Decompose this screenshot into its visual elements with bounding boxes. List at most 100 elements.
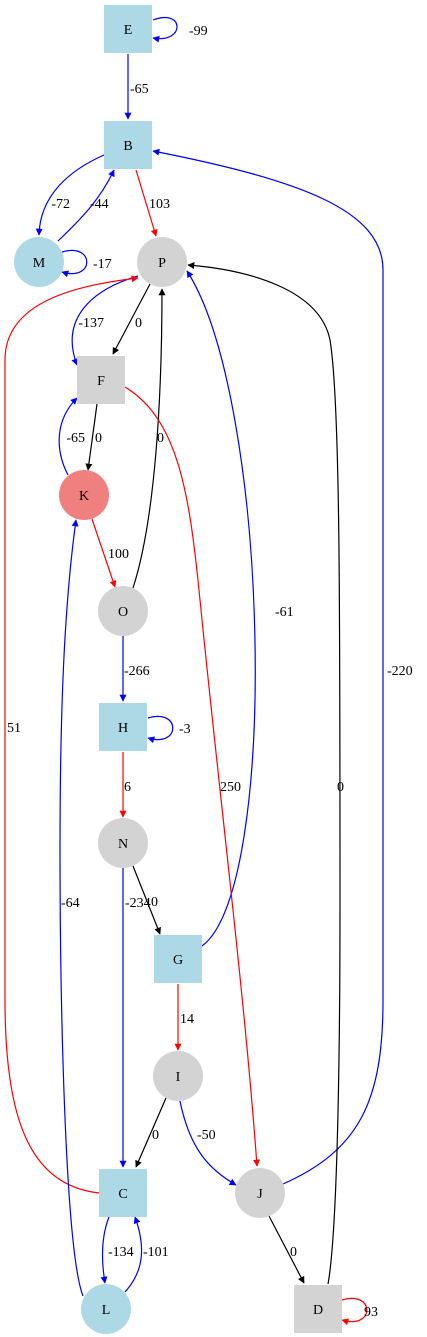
edge-weight-label: 0 xyxy=(95,431,102,446)
node-F: F xyxy=(77,356,125,404)
node-label: N xyxy=(118,837,128,852)
edge-weight-label: -50 xyxy=(197,1128,216,1143)
node-label: F xyxy=(97,374,105,389)
edge-weight-label: -137 xyxy=(78,316,104,331)
node-label: C xyxy=(118,1187,127,1202)
node-K: K xyxy=(59,470,109,520)
edge-weight-label: -17 xyxy=(93,257,112,272)
node-label: P xyxy=(158,256,166,271)
node-label: K xyxy=(79,489,89,504)
node-shape-J xyxy=(235,1168,285,1218)
edge-L-C xyxy=(124,1216,143,1293)
node-J: J xyxy=(235,1168,285,1218)
edge-weight-label: 0 xyxy=(151,895,158,910)
edge-weight-label: -234 xyxy=(125,896,151,911)
edge-weight-label: -99 xyxy=(189,24,208,39)
edge-weight-label: -64 xyxy=(61,896,80,911)
edge-weight-label: 51 xyxy=(7,721,21,736)
node-G: G xyxy=(154,935,202,983)
edge-weight-label: 93 xyxy=(364,1305,378,1320)
edge-O-P xyxy=(132,288,166,589)
edge-P-F xyxy=(71,275,139,366)
edge-weight-label: -65 xyxy=(130,82,149,97)
node-shape-K xyxy=(59,470,109,520)
node-label: E xyxy=(124,23,133,38)
edge-weight-label: 0 xyxy=(152,1128,159,1143)
edge-weight-label: -65 xyxy=(66,431,85,446)
edge-weight-label: -44 xyxy=(90,197,109,212)
edge-weight-label: 14 xyxy=(180,1012,194,1027)
node-shape-G xyxy=(154,935,202,983)
edge-weight-label: -61 xyxy=(275,605,294,620)
edge-weight-label: 0 xyxy=(157,431,164,446)
edge-weight-label: 0 xyxy=(290,1245,297,1260)
node-shape-O xyxy=(98,586,148,636)
edge-K-F xyxy=(58,397,78,476)
node-shape-L xyxy=(81,1284,131,1334)
node-shape-P xyxy=(137,237,187,287)
node-label: M xyxy=(33,256,46,271)
node-label: I xyxy=(176,1070,181,1085)
node-shape-D xyxy=(294,1285,342,1333)
node-shape-C xyxy=(99,1169,147,1217)
node-shape-H xyxy=(99,703,147,751)
edge-D-P xyxy=(187,262,341,1285)
edge-I-J xyxy=(179,1100,237,1186)
node-label: D xyxy=(313,1303,323,1318)
edge-weight-label: 0 xyxy=(337,780,344,795)
node-I: I xyxy=(153,1051,203,1101)
node-label: B xyxy=(123,139,132,154)
node-label: G xyxy=(173,953,183,968)
edge-H-H xyxy=(147,715,174,744)
node-label: O xyxy=(118,605,128,620)
edge-N-G xyxy=(132,865,161,935)
edge-E-E xyxy=(152,17,178,43)
node-shape-B xyxy=(104,121,152,169)
node-C: C xyxy=(99,1169,147,1217)
edge-F-K xyxy=(85,403,98,471)
node-L: L xyxy=(81,1284,131,1334)
edge-weight-label: -72 xyxy=(51,197,70,212)
edge-weight-label: -266 xyxy=(124,664,150,679)
node-M: M xyxy=(14,237,64,287)
node-N: N xyxy=(98,818,148,868)
edge-F-J xyxy=(124,386,261,1167)
edge-L-K xyxy=(59,519,84,1297)
edge-weight-label: 100 xyxy=(108,547,129,562)
edge-I-C xyxy=(135,1097,167,1168)
node-shape-N xyxy=(98,818,148,868)
node-D: D xyxy=(294,1285,342,1333)
edge-weight-label: -101 xyxy=(143,1245,169,1260)
node-P: P xyxy=(137,237,187,287)
node-O: O xyxy=(98,586,148,636)
edge-D-D xyxy=(341,1297,368,1326)
edge-M-B xyxy=(57,169,115,242)
edge-C-L xyxy=(100,1216,110,1284)
edge-B-M xyxy=(35,154,105,236)
edge-weight-label: -134 xyxy=(108,1245,134,1260)
edge-P-F xyxy=(112,283,151,355)
node-shape-E xyxy=(104,5,152,53)
edge-K-O xyxy=(91,518,117,588)
edge-weight-label: -3 xyxy=(179,722,191,737)
edge-G-P xyxy=(186,270,256,947)
edge-M-M xyxy=(61,249,88,278)
node-shape-I xyxy=(153,1051,203,1101)
edge-B-P xyxy=(135,169,158,237)
edge-J-B xyxy=(152,148,384,1185)
node-H: H xyxy=(99,703,147,751)
node-B: B xyxy=(104,121,152,169)
edge-weight-label: 0 xyxy=(135,316,142,331)
node-shape-M xyxy=(14,237,64,287)
node-label: H xyxy=(118,721,128,736)
edge-weight-label: -220 xyxy=(387,664,413,679)
edge-J-D xyxy=(268,1215,305,1284)
node-label: L xyxy=(102,1303,111,1318)
edge-C-P xyxy=(4,275,139,1194)
edge-weight-label: 6 xyxy=(124,780,131,795)
node-shape-F xyxy=(77,356,125,404)
edge-weight-label: 250 xyxy=(220,780,241,795)
node-label: J xyxy=(257,1187,263,1202)
edge-weight-label: 103 xyxy=(149,197,170,212)
